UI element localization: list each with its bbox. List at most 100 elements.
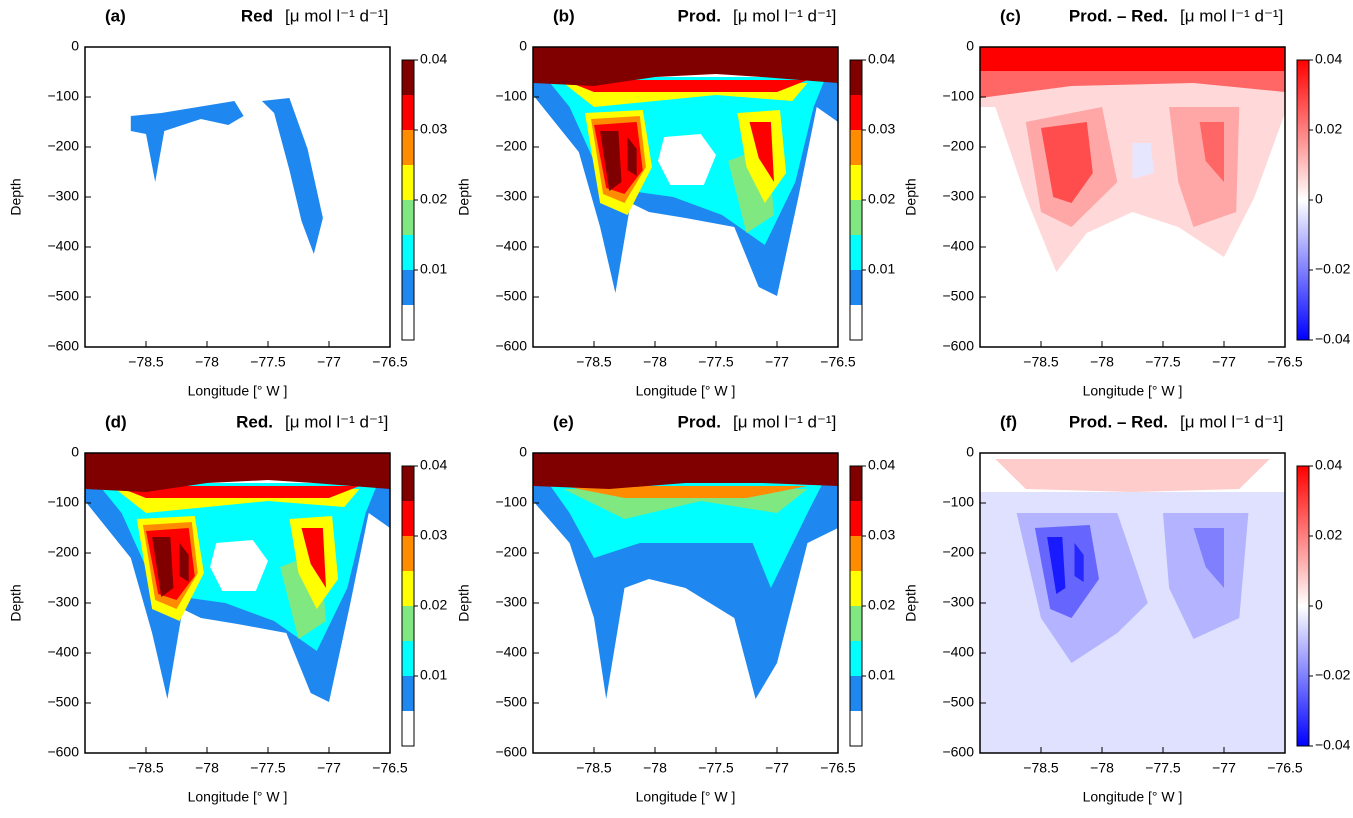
contour-band: [301, 528, 326, 588]
contour-band: [1074, 543, 1084, 582]
contour-band: [1163, 513, 1249, 639]
contour-band: [658, 134, 716, 185]
colorbar-tick-label: 0.04: [1315, 51, 1342, 67]
contour-band: [563, 80, 808, 92]
contour-band: [261, 98, 323, 254]
colorbar-tick-label: 0.02: [420, 597, 447, 613]
y-tick-label: −100: [495, 494, 527, 510]
colorbar-tick-label: 0.01: [420, 667, 447, 683]
colorbar-segment: [850, 536, 862, 571]
y-tick-label: −200: [495, 138, 527, 154]
colorbar-segment: [402, 270, 414, 305]
y-tick-label: −200: [495, 544, 527, 560]
colorbar-segment: [402, 501, 414, 536]
contour-band: [1047, 537, 1066, 594]
y-tick-label: 0: [71, 444, 79, 460]
y-tick-label: −300: [47, 594, 79, 610]
colorbar-tick-label: 0.03: [420, 121, 447, 137]
colorbar-segment: [850, 606, 862, 641]
x-tick-label: −77.5: [250, 354, 286, 370]
colorbar-segment: [850, 676, 862, 711]
colorbar-tick-label: 0.04: [868, 457, 895, 473]
y-tick-label: −200: [942, 544, 974, 560]
colorbar-tick-label: 0.03: [420, 527, 447, 543]
y-tick-label: 0: [966, 444, 974, 460]
colorbar-tick-label: 0.03: [868, 527, 895, 543]
units: [μ mol l⁻¹ d⁻¹]: [733, 412, 836, 431]
contour-field: [85, 453, 390, 702]
x-tick-label: −78.5: [576, 354, 612, 370]
colorbar-segment: [402, 536, 414, 571]
x-axis-label: Longitude [° W ]: [1083, 789, 1183, 805]
colorbar-segment: [402, 571, 414, 606]
panel: −78.5 −78 −77.5 −77 −76.5 0 −100 −200 −300 −400 −5…: [456, 412, 896, 804]
y-tick-label: −100: [47, 494, 79, 510]
y-axis-label: Depth: [903, 178, 919, 215]
panel-title: Prod.: [678, 6, 721, 25]
panel: −78.5 −78 −77.5 −77 −76.5 0 −100 −200 −300 −400 −5…: [903, 412, 1351, 804]
colorbar-tick-label: 0.02: [868, 597, 895, 613]
colorbar-segment: [402, 165, 414, 200]
x-tick-label: −77: [1212, 760, 1236, 776]
colorbar-segment: [850, 95, 862, 130]
colorbar-tick-label: 0.03: [868, 121, 895, 137]
x-tick-label: −76.5: [1267, 354, 1303, 370]
contour-band: [749, 122, 774, 182]
contour-field: [533, 453, 838, 699]
colorbar-segment: [850, 466, 862, 501]
contour-band: [1041, 122, 1093, 203]
x-axis-label: Longitude [° W ]: [636, 789, 736, 805]
x-tick-label: −78.5: [1023, 354, 1059, 370]
panel: −78.5 −78 −77.5 −77 −76.5 0 −100 −200 −300 −400 −5…: [8, 6, 448, 398]
x-tick-label: −78.5: [128, 354, 164, 370]
y-tick-label: −400: [495, 238, 527, 254]
colorbar-tick-label: −0.04: [1315, 737, 1351, 753]
panel-label: (f): [1000, 412, 1017, 431]
colorbar-tick-label: 0.02: [420, 191, 447, 207]
colorbar-tick-label: 0.02: [868, 191, 895, 207]
y-tick-label: −100: [942, 88, 974, 104]
x-tick-label: −78: [643, 760, 667, 776]
colorbar-segment: [850, 200, 862, 235]
y-tick-label: −300: [47, 188, 79, 204]
panel: −78.5 −78 −77.5 −77 −76.5 0 −100 −200 −300 −400 −5…: [8, 412, 448, 804]
colorbar-segment: [850, 571, 862, 606]
colorbar-segment: [850, 130, 862, 165]
y-tick-label: −100: [495, 88, 527, 104]
colorbar-tick-label: 0.04: [868, 51, 895, 67]
y-tick-label: −500: [495, 288, 527, 304]
y-tick-label: −600: [47, 338, 79, 354]
contour-field: [533, 47, 838, 296]
panel-label: (a): [105, 6, 126, 25]
colorbar-tick-label: 0.04: [420, 457, 447, 473]
contour-field: [980, 459, 1285, 753]
x-tick-label: −76.5: [820, 760, 856, 776]
panel-label: (b): [553, 6, 575, 25]
y-tick-label: −200: [47, 138, 79, 154]
x-tick-label: −76.5: [820, 354, 856, 370]
y-axis-label: Depth: [456, 584, 472, 621]
panel: −78.5 −78 −77.5 −77 −76.5 0 −100 −200 −300 −400 −5…: [456, 6, 896, 398]
colorbar-segment: [402, 676, 414, 711]
colorbar-tick-label: 0.02: [1315, 121, 1342, 137]
colorbar-segment: [402, 641, 414, 676]
x-tick-label: −76.5: [372, 354, 408, 370]
y-tick-label: −500: [942, 694, 974, 710]
colorbar-tick-label: 0.04: [1315, 457, 1342, 473]
colorbar-gradient: [1297, 60, 1309, 340]
y-tick-label: −100: [942, 494, 974, 510]
y-tick-label: −200: [47, 544, 79, 560]
x-tick-label: −78: [643, 354, 667, 370]
y-tick-label: −400: [942, 644, 974, 660]
x-tick-label: −78: [1090, 760, 1114, 776]
colorbar-tick-label: −0.04: [1315, 331, 1351, 347]
colorbar-segment: [850, 501, 862, 536]
colorbar-segment: [402, 305, 414, 340]
x-tick-label: −78.5: [576, 760, 612, 776]
contour-band: [85, 453, 390, 492]
x-tick-label: −77.5: [250, 760, 286, 776]
x-tick-label: −76.5: [372, 760, 408, 776]
colorbar-segment: [402, 711, 414, 746]
x-tick-label: −78: [195, 760, 219, 776]
y-tick-label: −100: [47, 88, 79, 104]
